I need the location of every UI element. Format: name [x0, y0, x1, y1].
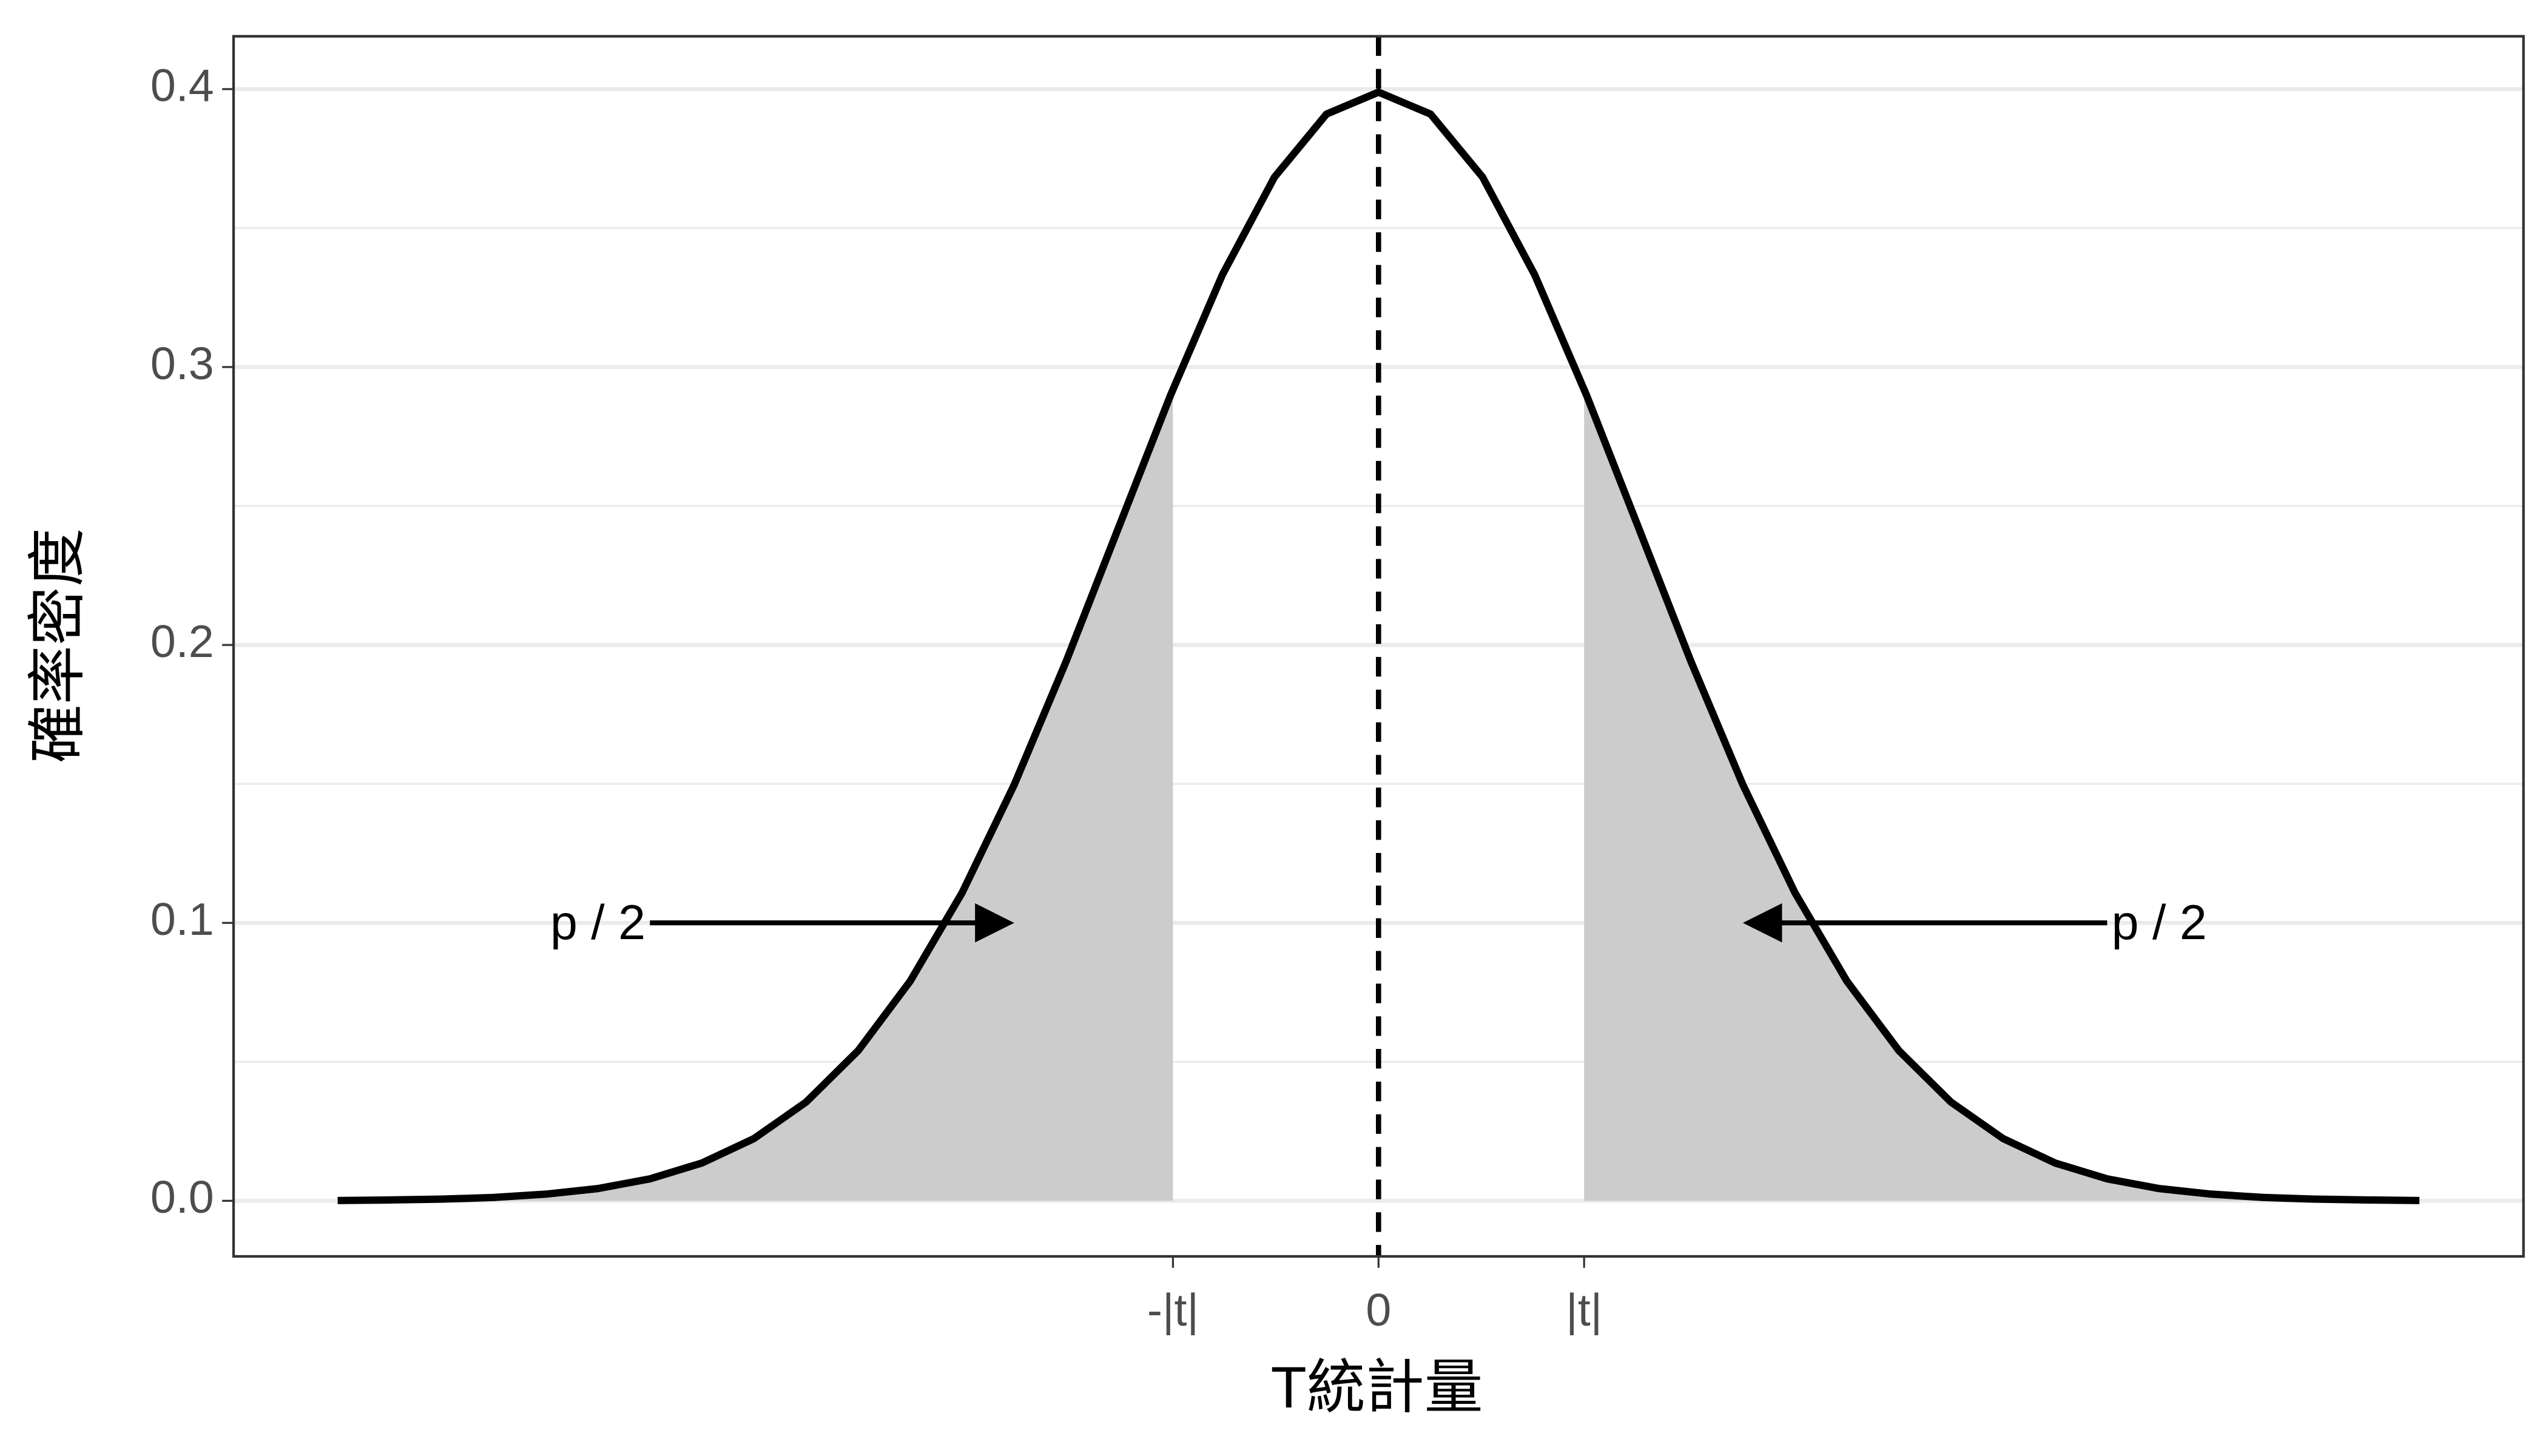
y-axis-label: 確率密度	[24, 528, 90, 763]
y-tick-label: 0.2	[150, 616, 214, 667]
annotation-label: p / 2	[550, 895, 645, 950]
tail-shade	[337, 389, 1173, 1201]
density-curve	[337, 88, 2420, 1204]
y-tick-label: 0.0	[150, 1171, 214, 1222]
x-tick-label: -|t|	[1147, 1284, 1199, 1335]
x-tick-label: |t|	[1566, 1284, 1602, 1335]
arrow-head	[1742, 903, 1782, 943]
panel-border	[232, 35, 2525, 1258]
y-tick-label: 0.1	[150, 894, 214, 945]
arrow-head	[975, 903, 1014, 943]
x-tick-label: 0	[1366, 1284, 1391, 1335]
y-tick-label: 0.4	[150, 60, 214, 111]
annotation-label: p / 2	[2112, 895, 2207, 950]
tail-shade	[1584, 389, 2420, 1201]
x-axis-label: T統計量	[1271, 1354, 1483, 1420]
y-tick-label: 0.3	[150, 338, 214, 389]
